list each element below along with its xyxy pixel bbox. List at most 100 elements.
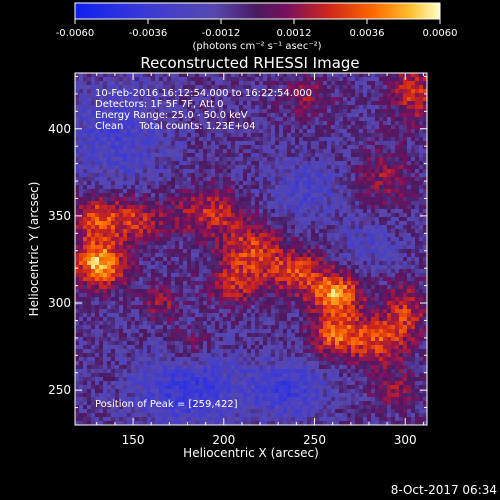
heatmap-pixel (115, 209, 119, 213)
heatmap-pixel (343, 289, 347, 293)
heatmap-pixel (179, 101, 183, 105)
heatmap-pixel (279, 237, 283, 241)
heatmap-pixel (107, 169, 111, 173)
heatmap-pixel (263, 85, 267, 89)
heatmap-pixel (95, 101, 99, 105)
heatmap-pixel (87, 233, 91, 237)
heatmap-pixel (123, 89, 127, 93)
heatmap-pixel (147, 245, 151, 249)
heatmap-pixel (135, 73, 139, 77)
heatmap-pixel (411, 113, 415, 117)
heatmap-pixel (359, 93, 363, 97)
heatmap-pixel (83, 245, 87, 249)
heatmap-pixel (339, 253, 343, 257)
heatmap-pixel (355, 225, 359, 229)
heatmap-pixel (355, 133, 359, 137)
heatmap-pixel (387, 97, 391, 101)
heatmap-pixel (87, 205, 91, 209)
heatmap-pixel (167, 221, 171, 225)
heatmap-pixel (231, 241, 235, 245)
heatmap-pixel (175, 237, 179, 241)
heatmap-pixel (339, 233, 343, 237)
heatmap-pixel (327, 137, 331, 141)
heatmap-pixel (331, 109, 335, 113)
heatmap-pixel (151, 189, 155, 193)
heatmap-pixel (387, 245, 391, 249)
heatmap-pixel (91, 161, 95, 165)
heatmap-pixel (375, 125, 379, 129)
heatmap-pixel (283, 245, 287, 249)
heatmap-pixel (335, 85, 339, 89)
heatmap-pixel (355, 229, 359, 233)
heatmap-pixel (207, 153, 211, 157)
heatmap-pixel (323, 113, 327, 117)
heatmap-pixel (155, 221, 159, 225)
heatmap-pixel (283, 233, 287, 237)
heatmap-pixel (275, 285, 279, 289)
heatmap-pixel (359, 261, 363, 265)
heatmap-pixel (119, 77, 123, 81)
heatmap-pixel (283, 253, 287, 257)
heatmap-pixel (371, 197, 375, 201)
heatmap-pixel (279, 193, 283, 197)
heatmap-pixel (243, 133, 247, 137)
heatmap-pixel (303, 117, 307, 121)
heatmap-pixel (307, 181, 311, 185)
heatmap-pixel (347, 89, 351, 93)
heatmap-pixel (383, 269, 387, 273)
heatmap-pixel (271, 205, 275, 209)
heatmap-pixel (143, 81, 147, 85)
heatmap-pixel (135, 81, 139, 85)
heatmap-pixel (243, 217, 247, 221)
heatmap-pixel (343, 145, 347, 149)
heatmap-pixel (167, 197, 171, 201)
heatmap-pixel (127, 197, 131, 201)
heatmap-pixel (171, 165, 175, 169)
heatmap-pixel (195, 257, 199, 261)
heatmap-pixel (191, 149, 195, 153)
heatmap-pixel (75, 149, 79, 153)
heatmap-pixel (415, 169, 419, 173)
heatmap-pixel (119, 165, 123, 169)
heatmap-pixel (363, 133, 367, 137)
heatmap-pixel (423, 81, 427, 85)
heatmap-pixel (191, 165, 195, 169)
heatmap-pixel (231, 161, 235, 165)
heatmap-pixel (327, 165, 331, 169)
heatmap-pixel (379, 177, 383, 181)
heatmap-pixel (255, 145, 259, 149)
heatmap-pixel (327, 117, 331, 121)
heatmap-pixel (351, 81, 355, 85)
heatmap-pixel (83, 221, 87, 225)
heatmap-pixel (95, 253, 99, 257)
heatmap-pixel (227, 201, 231, 205)
heatmap-pixel (291, 185, 295, 189)
heatmap-pixel (271, 245, 275, 249)
heatmap-pixel (391, 101, 395, 105)
heatmap-pixel (395, 129, 399, 133)
heatmap-pixel (231, 269, 235, 273)
heatmap-pixel (151, 233, 155, 237)
heatmap-pixel (391, 185, 395, 189)
heatmap-pixel (143, 193, 147, 197)
heatmap-pixel (103, 109, 107, 113)
heatmap-pixel (131, 265, 135, 269)
heatmap-pixel (367, 209, 371, 213)
heatmap-pixel (375, 137, 379, 141)
heatmap-pixel (191, 241, 195, 245)
heatmap-pixel (407, 285, 411, 289)
heatmap-pixel (395, 133, 399, 137)
heatmap-pixel (295, 293, 299, 297)
heatmap-pixel (195, 101, 199, 105)
heatmap-pixel (279, 97, 283, 101)
heatmap-pixel (79, 213, 83, 217)
heatmap-pixel (371, 141, 375, 145)
heatmap-pixel (123, 245, 127, 249)
heatmap-pixel (263, 233, 267, 237)
heatmap-pixel (171, 205, 175, 209)
heatmap-pixel (399, 109, 403, 113)
heatmap-pixel (99, 105, 103, 109)
heatmap-pixel (79, 141, 83, 145)
heatmap-pixel (115, 149, 119, 153)
heatmap-pixel (75, 89, 79, 93)
